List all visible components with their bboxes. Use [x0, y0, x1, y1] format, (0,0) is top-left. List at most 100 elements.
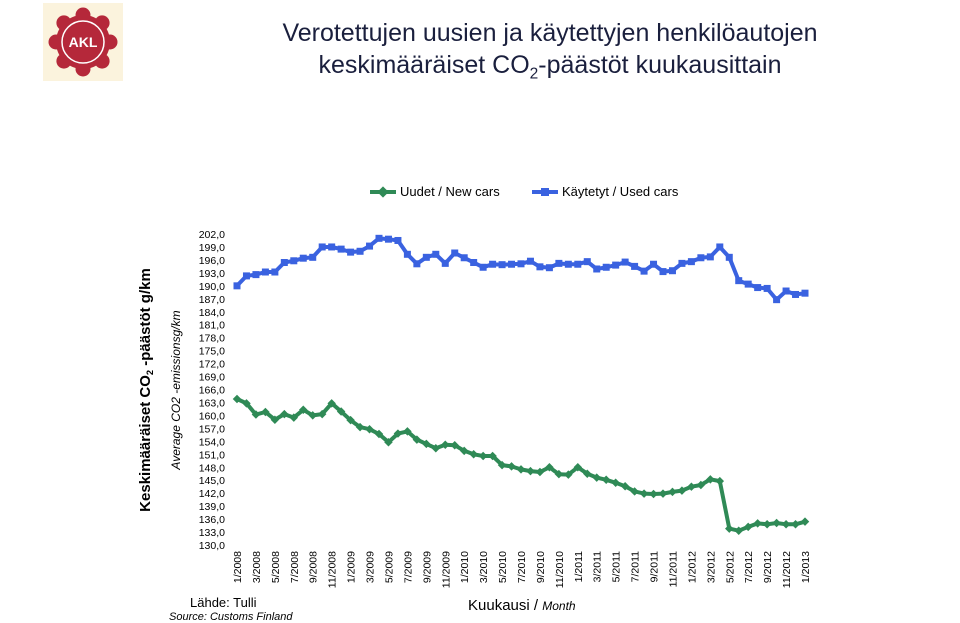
- x-tick-label: 3/2008: [251, 551, 263, 583]
- x-tick-label: 3/2009: [365, 551, 377, 583]
- data-point-new-cars: [649, 489, 658, 499]
- data-point-used-cars: [763, 284, 771, 292]
- data-point-new-cars: [639, 489, 649, 498]
- data-point-new-cars: [251, 410, 261, 419]
- y-tick-label: 139,0: [199, 501, 225, 513]
- x-tick-label: 3/2012: [705, 551, 717, 583]
- y-tick-label: 202,0: [199, 229, 225, 241]
- data-point-new-cars: [734, 526, 743, 535]
- data-point-used-cars: [451, 249, 459, 257]
- x-tick-label: 1/2008: [232, 551, 244, 583]
- series-markers: [232, 234, 810, 535]
- data-point-used-cars: [422, 253, 430, 261]
- data-point-used-cars: [782, 287, 790, 295]
- title-line-1-text: Verotettujen uusien ja käytettyjen henki…: [282, 19, 818, 47]
- x-tick-label: 5/2012: [724, 551, 736, 583]
- x-tick-label: 9/2009: [421, 551, 433, 583]
- data-point-new-cars: [668, 487, 677, 497]
- x-tick-label: 9/2008: [308, 551, 320, 583]
- data-point-used-cars: [640, 267, 648, 275]
- data-point-new-cars: [497, 460, 507, 470]
- x-tick-label: 5/2010: [497, 551, 509, 583]
- y-tick-label: 175,0: [199, 346, 225, 358]
- data-point-used-cars: [602, 263, 610, 271]
- x-tick-label: 9/2010: [535, 551, 547, 583]
- chart-legend: Uudet / New cars Käytetyt / Used cars: [370, 184, 690, 204]
- data-point-new-cars: [725, 524, 734, 533]
- data-point-used-cars: [744, 280, 752, 288]
- data-point-new-cars: [478, 451, 488, 461]
- data-point-used-cars: [678, 259, 686, 267]
- x-tick-label: 1/2009: [346, 551, 358, 583]
- data-point-used-cars: [697, 254, 705, 262]
- y-tick-label: 166,0: [199, 385, 225, 397]
- data-point-used-cars: [328, 243, 336, 251]
- series-lines: [235, 236, 806, 533]
- data-point-new-cars: [781, 520, 791, 529]
- legend-item-used-cars: Käytetyt / Used cars: [532, 184, 678, 199]
- data-point-used-cars: [489, 260, 497, 268]
- title-subscript: 2: [529, 65, 539, 83]
- data-point-used-cars: [564, 260, 572, 268]
- y-tick-label: 142,0: [199, 488, 225, 500]
- data-point-used-cars: [801, 289, 809, 297]
- data-point-used-cars: [460, 254, 468, 262]
- data-point-used-cars: [394, 236, 402, 244]
- data-point-new-cars: [545, 463, 554, 472]
- data-point-new-cars: [327, 399, 336, 408]
- x-tick-label: 7/2009: [402, 551, 414, 583]
- x-tick-label: 3/2010: [478, 551, 490, 583]
- data-point-new-cars: [791, 520, 800, 529]
- data-point-used-cars: [375, 234, 383, 242]
- data-point-new-cars: [762, 520, 772, 529]
- y-tick-label: 160,0: [199, 410, 225, 422]
- y-axis-label-end: -päästöt g/km: [136, 268, 154, 370]
- data-point-new-cars: [706, 475, 715, 484]
- legend-swatch-new-cars: [370, 185, 396, 199]
- data-point-new-cars: [336, 407, 346, 416]
- y-tick-label: 130,0: [199, 540, 225, 552]
- data-point-used-cars: [706, 253, 714, 261]
- data-point-new-cars: [459, 446, 469, 456]
- data-point-used-cars: [280, 259, 288, 267]
- x-axis-label-english: Month: [542, 599, 576, 613]
- x-tick-label: 7/2008: [289, 551, 301, 583]
- source-english: Source: Customs Finland: [169, 611, 293, 623]
- y-tick-label: 193,0: [199, 268, 225, 280]
- logo-disc: [56, 15, 110, 69]
- data-point-used-cars: [242, 272, 250, 280]
- y-axis-label-english: Average CO2 -emissionsg/km: [169, 310, 183, 470]
- data-point-used-cars: [716, 243, 724, 251]
- data-point-new-cars: [526, 466, 535, 476]
- source-finnish: Lähde: Tulli: [190, 595, 257, 610]
- x-tick-label: 9/2011: [649, 551, 661, 582]
- data-point-new-cars: [355, 422, 365, 432]
- data-point-used-cars: [403, 250, 411, 258]
- x-axis-label: Kuukausi / Month: [468, 597, 576, 614]
- data-point-new-cars: [554, 469, 564, 479]
- data-point-new-cars: [412, 435, 422, 444]
- data-point-used-cars: [517, 260, 525, 268]
- legend-label-used-cars: Käytetyt / Used cars: [562, 184, 679, 199]
- data-point-new-cars: [308, 411, 317, 420]
- data-point-used-cars: [773, 296, 781, 304]
- data-point-used-cars: [526, 257, 534, 265]
- data-point-used-cars: [659, 268, 667, 276]
- y-tick-label: 199,0: [199, 242, 225, 254]
- data-point-new-cars: [507, 462, 516, 471]
- data-point-used-cars: [687, 258, 695, 266]
- data-point-used-cars: [545, 264, 553, 272]
- data-point-used-cars: [290, 257, 298, 265]
- data-point-new-cars: [611, 478, 620, 488]
- data-point-used-cars: [318, 243, 326, 251]
- y-tick-label: 187,0: [199, 294, 225, 306]
- data-point-used-cars: [631, 262, 639, 270]
- data-point-new-cars: [601, 475, 611, 485]
- y-tick-label: 151,0: [199, 449, 225, 461]
- x-tick-label: 7/2012: [743, 551, 755, 583]
- x-tick-label: 11/2010: [554, 551, 566, 588]
- akl-logo-mark: AKL: [43, 3, 123, 81]
- x-tick-label: 7/2010: [516, 551, 528, 583]
- data-point-used-cars: [583, 258, 591, 266]
